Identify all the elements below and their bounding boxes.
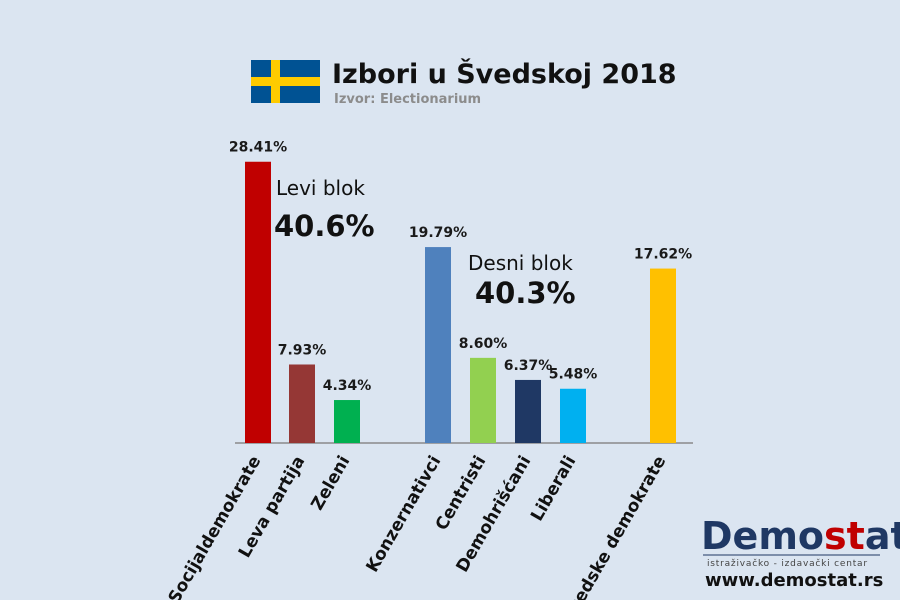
sweden-flag-icon: [251, 60, 320, 103]
category-label-liberali: Liberali: [527, 453, 580, 525]
brand-name-part1: Demo: [701, 514, 824, 558]
category-labels-group: Socijaldemokrate Leva partija Zeleni Kon…: [165, 452, 671, 600]
bar-centristi: [470, 357, 496, 443]
bar-socijaldemokrate: [245, 161, 271, 443]
value-label-zeleni: 4.34%: [323, 378, 372, 394]
value-label-konzernativci: 19.79%: [409, 225, 467, 241]
value-label-socijaldemokrate: 28.41%: [229, 140, 287, 156]
value-label-demohriscani: 6.37%: [504, 358, 553, 374]
bloc-right-value: 40.3%: [475, 276, 576, 310]
brand-name-part3: at: [865, 514, 900, 558]
bar-konzernativci: [425, 247, 451, 443]
value-label-leva-partija: 7.93%: [278, 342, 327, 358]
bars-group: [245, 161, 676, 443]
bar-leva-partija: [289, 364, 315, 443]
bar-liberali: [560, 388, 586, 443]
category-label-konzernativci: Konzernativci: [363, 453, 446, 576]
bar-demohriscani: [515, 379, 541, 443]
category-label-zeleni: Zeleni: [307, 453, 354, 514]
bar-svedske-demokrate: [650, 268, 676, 443]
brand-name: Demostat: [701, 514, 900, 558]
bar-zeleni: [334, 400, 360, 443]
bloc-left-value: 40.6%: [274, 209, 375, 243]
bloc-left-name: Levi blok: [276, 176, 365, 200]
brand-url[interactable]: www.demostat.rs: [705, 570, 883, 591]
value-label-centristi: 8.60%: [459, 336, 508, 352]
value-label-svedske-demokrate: 17.62%: [634, 247, 692, 263]
demostat-logo: Demostat istraživačko - izdavački centar: [701, 514, 900, 569]
chart-subtitle: Izvor: Electionarium: [334, 92, 481, 107]
bloc-right-name: Desni blok: [468, 251, 573, 275]
brand-tagline: istraživačko - izdavački centar: [707, 558, 868, 569]
brand-name-part2: st: [824, 514, 865, 558]
value-label-liberali: 5.48%: [549, 367, 598, 383]
chart-title: Izbori u Švedskoj 2018: [332, 58, 677, 90]
value-labels-group: 28.41% 7.93% 4.34% 19.79% 8.60% 6.37% 5.…: [229, 140, 692, 394]
